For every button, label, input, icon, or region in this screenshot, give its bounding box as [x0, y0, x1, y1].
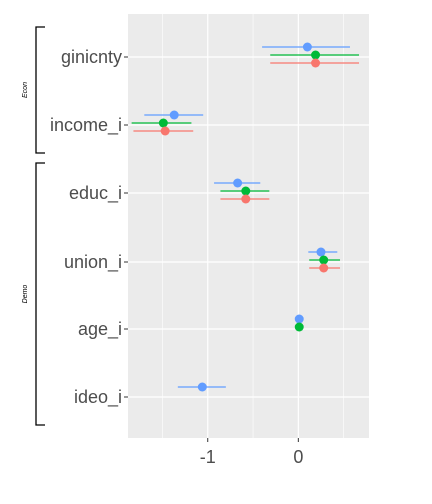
- estimate-point: [319, 263, 329, 273]
- y-tick-label: ideo_i: [74, 387, 122, 408]
- y-tick-label: union_i: [64, 252, 122, 273]
- estimate-point: [241, 186, 251, 196]
- estimate-point: [158, 118, 168, 128]
- estimate-point: [294, 322, 304, 332]
- plot-panel: [128, 14, 369, 438]
- estimate-point: [302, 42, 312, 52]
- estimate-point: [311, 50, 321, 60]
- estimate-point: [294, 314, 304, 324]
- y-tick-label: income_i: [50, 115, 122, 136]
- y-tick-label: ginicnty: [61, 47, 122, 67]
- group-bracket: [35, 26, 45, 154]
- estimate-point: [233, 178, 243, 188]
- estimate-point: [160, 126, 170, 136]
- estimate-point: [316, 247, 326, 257]
- group-brackets: Econ Demo: [22, 26, 45, 426]
- estimate-point: [241, 194, 251, 204]
- group-bracket: [35, 162, 45, 426]
- estimate-point: [197, 382, 207, 392]
- estimate-point: [169, 110, 179, 120]
- group-label: Demo: [22, 285, 29, 304]
- panel-background: [128, 14, 369, 438]
- group-label: Econ: [22, 82, 29, 98]
- y-tick-label: educ_i: [69, 183, 122, 204]
- estimate-point: [319, 255, 329, 265]
- x-tick-label: -1: [200, 447, 216, 467]
- y-axis: ginicnty income_i educ_i union_i age_i ideo_i: [50, 47, 128, 408]
- grid-lines: [128, 14, 369, 438]
- data-marks: [131, 42, 360, 392]
- y-tick-label: age_i: [78, 319, 122, 340]
- x-tick-label: 0: [293, 447, 303, 467]
- x-axis: -1 0: [200, 438, 303, 467]
- estimate-point: [311, 58, 321, 68]
